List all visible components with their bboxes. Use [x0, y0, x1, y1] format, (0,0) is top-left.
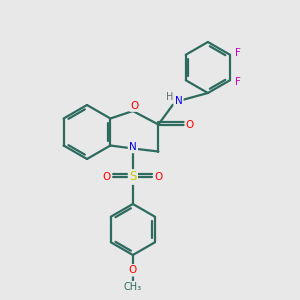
Text: H: H	[166, 92, 173, 103]
Text: N: N	[175, 95, 182, 106]
Text: S: S	[129, 170, 137, 184]
Text: O: O	[103, 172, 111, 182]
Text: O: O	[129, 265, 137, 275]
Text: O: O	[130, 100, 139, 111]
Text: O: O	[186, 119, 194, 130]
Text: F: F	[235, 48, 241, 58]
Text: F: F	[235, 77, 241, 87]
Text: CH₃: CH₃	[124, 282, 142, 292]
Text: N: N	[129, 142, 137, 152]
Text: O: O	[155, 172, 163, 182]
